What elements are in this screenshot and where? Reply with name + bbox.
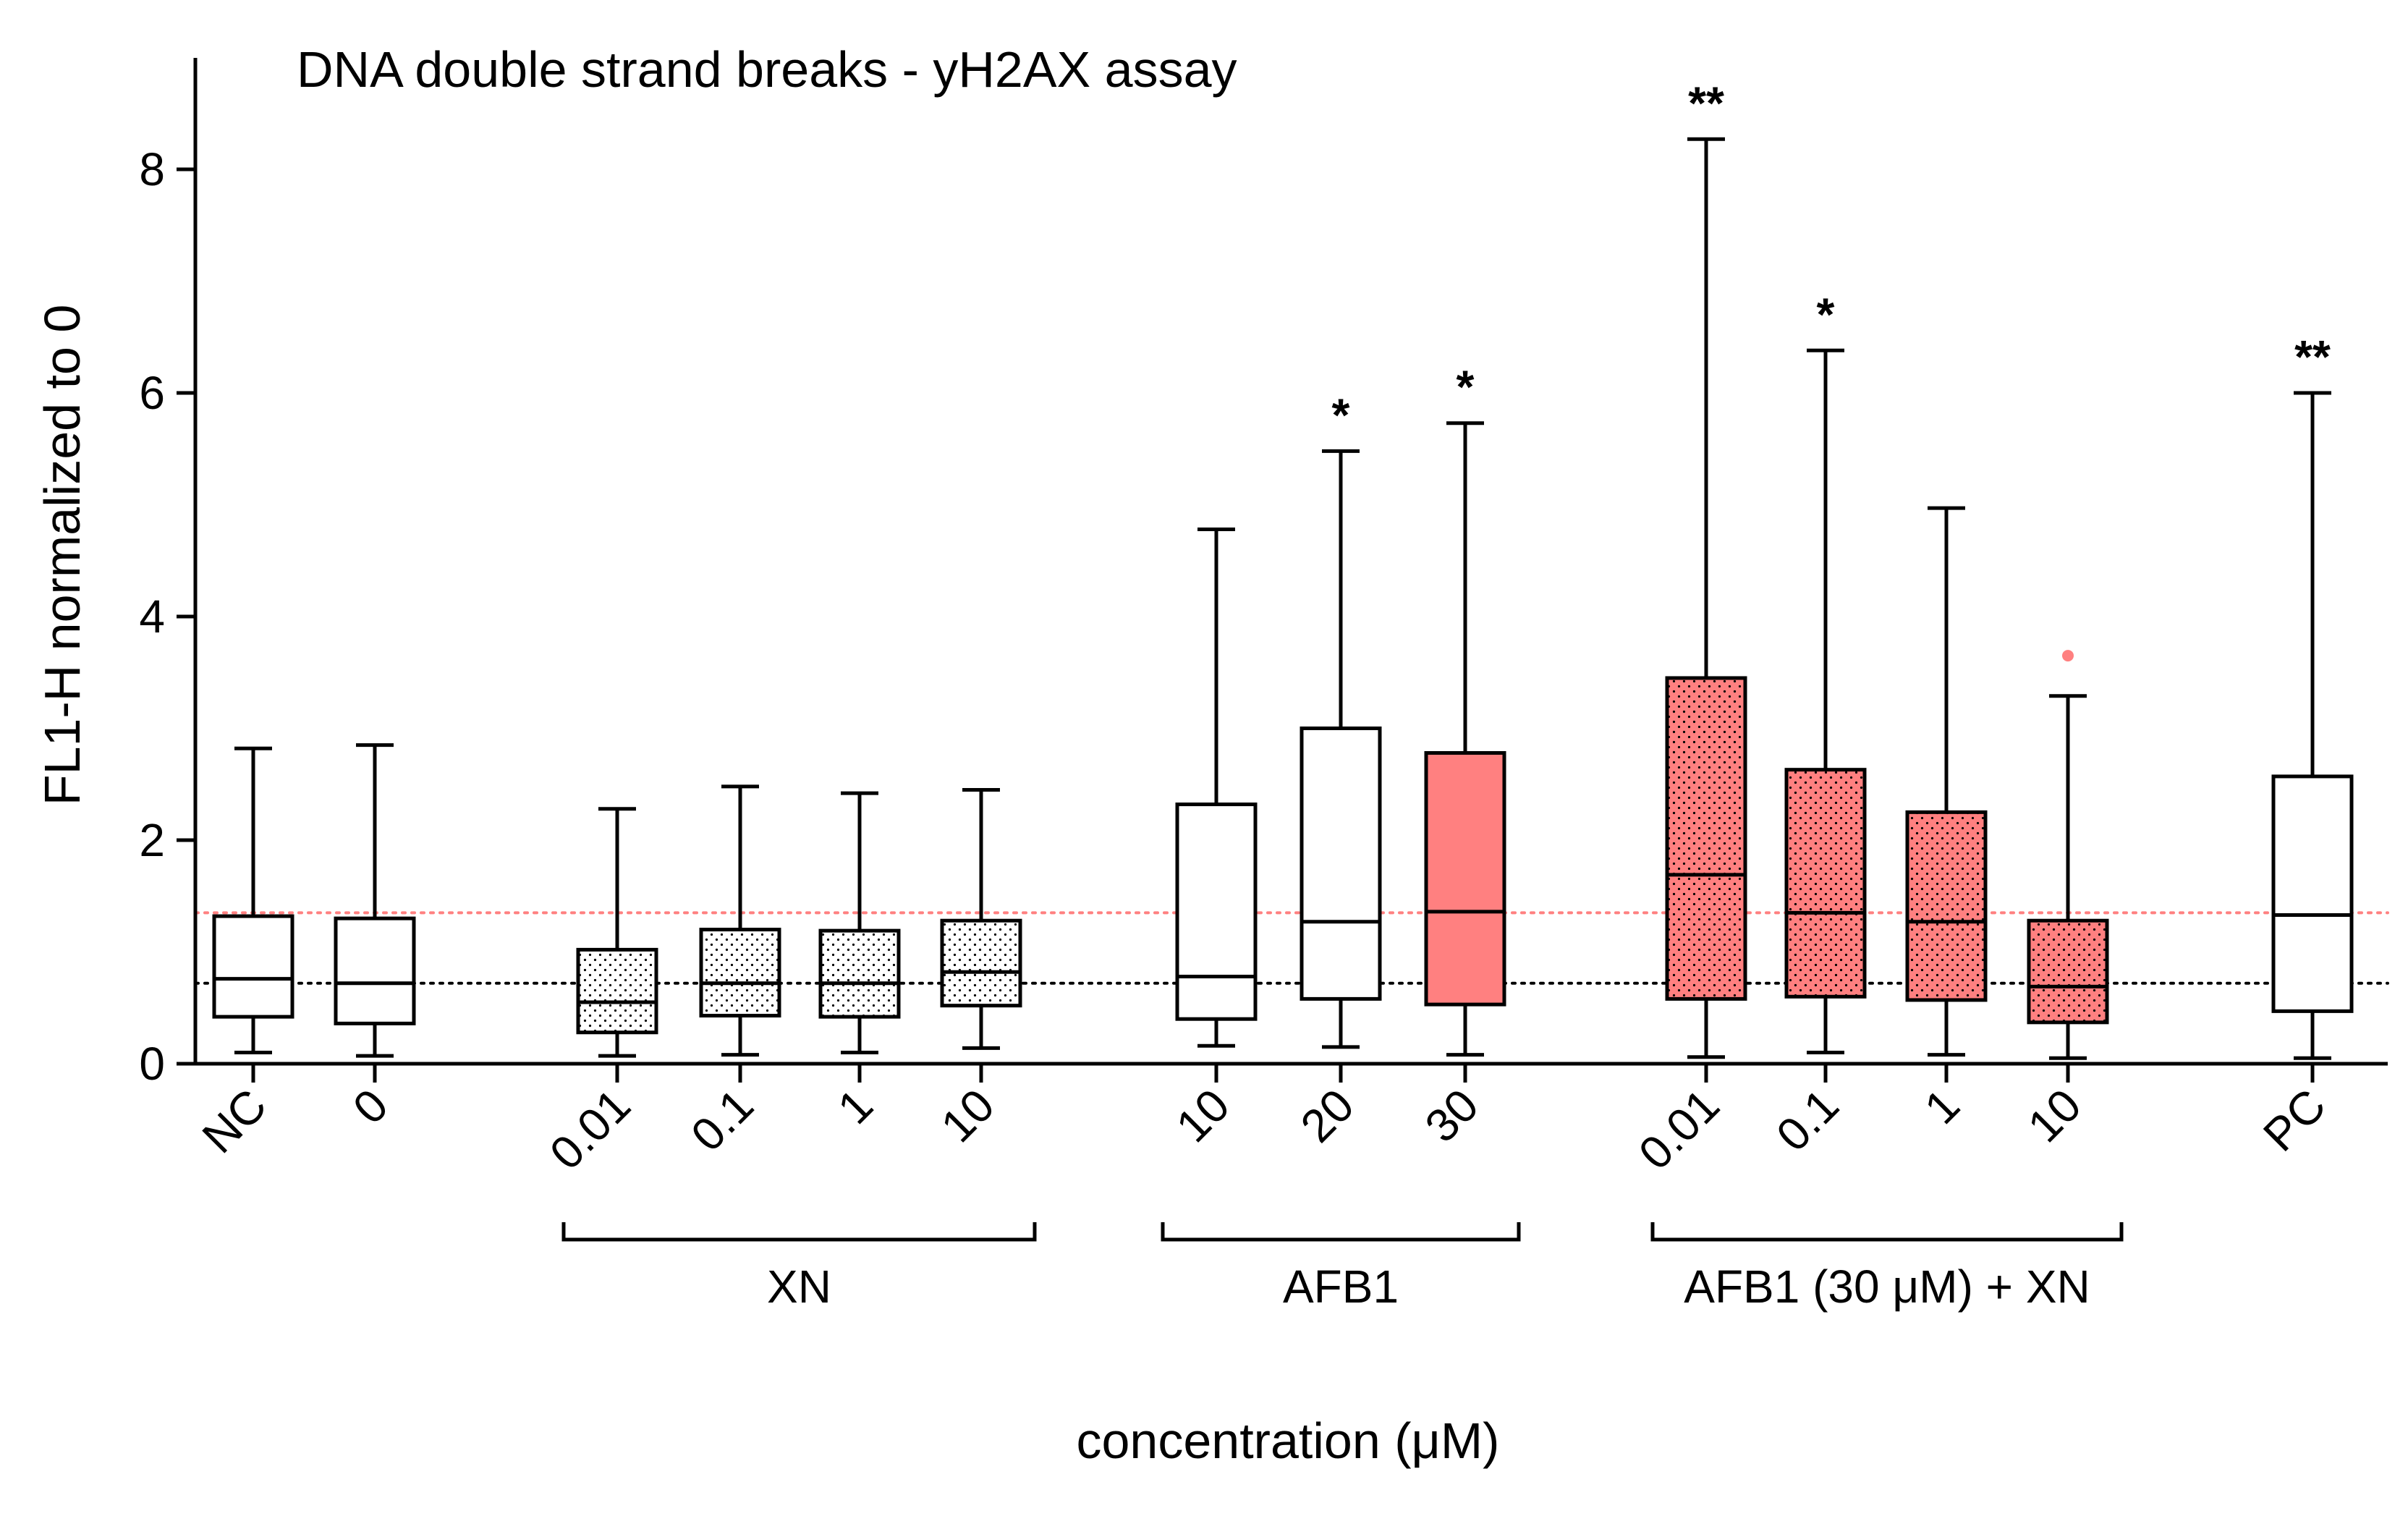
x-category-label: 0.1	[681, 1079, 763, 1161]
box-outline	[940, 918, 1022, 1008]
y-tick-label: 8	[139, 143, 165, 195]
box-11: * 0.1	[1766, 288, 1867, 1161]
bracket-line	[1650, 1222, 2124, 1242]
box-10: ** 0.01	[1629, 77, 1747, 1180]
box-9: * 30	[1415, 361, 1506, 1152]
box-outline	[818, 928, 901, 1019]
box-fill	[214, 916, 292, 1017]
box-1: NC	[192, 746, 294, 1163]
x-axis-title: concentration (μM)	[1077, 1413, 1500, 1469]
box-5: 1	[818, 791, 901, 1134]
x-category-label: 0.01	[540, 1079, 640, 1180]
box-outline	[699, 928, 781, 1018]
bracket-line	[1161, 1222, 1521, 1242]
plot-area: 0 2 4 6 8 NC 0 0.01 0.1 1 10 10 * 20 * 30 ** 0.01 * 0.1 1 10 *…	[139, 58, 2389, 1313]
box-outline	[576, 947, 658, 1035]
box-outline	[2027, 918, 2109, 1025]
box-fill	[1302, 728, 1380, 999]
group-bracket-3: AFB1 (30 μM) + XN	[1650, 1222, 2124, 1313]
y-tick-label: 6	[139, 367, 165, 419]
x-category-label: 1	[1915, 1079, 1970, 1134]
bracket-line	[561, 1222, 1037, 1242]
box-fill	[1426, 753, 1504, 1005]
box-pattern	[1786, 769, 1865, 997]
x-category-label: 10	[931, 1079, 1004, 1152]
box-fill	[1177, 804, 1255, 1020]
x-category-label: PC	[2253, 1079, 2336, 1161]
group-bracket-1: XN	[561, 1222, 1037, 1313]
y-tick-label: 2	[139, 814, 165, 866]
box-7: 10	[1166, 527, 1258, 1152]
x-category-label: 10	[1166, 1079, 1239, 1152]
y-tick-label: 0	[139, 1038, 165, 1090]
box-outline	[334, 916, 416, 1025]
box-pattern	[2029, 920, 2107, 1022]
x-category-label: 0.1	[1766, 1079, 1849, 1161]
outlier-point	[2062, 650, 2074, 662]
significance-marker: *	[1457, 361, 1475, 413]
significance-marker: **	[2294, 331, 2331, 383]
x-category-label: 30	[1415, 1079, 1488, 1152]
significance-marker: *	[1817, 288, 1835, 340]
box-pattern	[578, 949, 656, 1033]
box-outline	[1784, 768, 1867, 999]
box-pattern	[1907, 812, 1985, 1000]
box-outline	[1175, 803, 1258, 1021]
box-fill	[2273, 776, 2352, 1012]
x-category-label: 1	[828, 1079, 883, 1134]
x-category-label: 10	[2018, 1079, 2091, 1152]
box-12: 1	[1905, 506, 1988, 1134]
box-pattern	[701, 929, 779, 1016]
group-label: AFB1	[1283, 1261, 1399, 1313]
x-category-label: NC	[192, 1079, 276, 1163]
box-pattern	[1667, 677, 1745, 999]
box-14: ** PC	[2253, 331, 2354, 1161]
x-category-label: 0	[343, 1079, 398, 1134]
box-13: 10	[2018, 650, 2109, 1152]
box-8: * 20	[1291, 389, 1382, 1152]
box-fill	[336, 918, 414, 1024]
chart-title: DNA double strand breaks - yH2AX assay	[297, 41, 1237, 98]
box-outline	[1665, 676, 1747, 1001]
y-axis-title: FL1-H normalized to 0	[34, 305, 90, 806]
box-2: 0	[334, 743, 416, 1134]
box-outline	[212, 914, 294, 1019]
x-category-label: 0.01	[1629, 1079, 1729, 1180]
box-pattern	[942, 920, 1020, 1006]
box-outline	[1905, 810, 1988, 1002]
y-tick-label: 4	[139, 590, 165, 643]
box-pattern	[821, 931, 899, 1017]
box-3: 0.01	[540, 807, 658, 1180]
box-outline	[2271, 774, 2354, 1013]
box-6: 10	[931, 787, 1022, 1152]
significance-marker: **	[1688, 77, 1724, 129]
box-outline	[1300, 727, 1382, 1001]
x-category-label: 20	[1291, 1079, 1364, 1152]
significance-marker: *	[1332, 389, 1350, 441]
group-bracket-2: AFB1	[1161, 1222, 1521, 1313]
group-label: XN	[767, 1261, 831, 1313]
group-label: AFB1 (30 μM) + XN	[1684, 1261, 2090, 1313]
box-outline	[1424, 750, 1506, 1007]
box-4: 0.1	[681, 784, 781, 1161]
